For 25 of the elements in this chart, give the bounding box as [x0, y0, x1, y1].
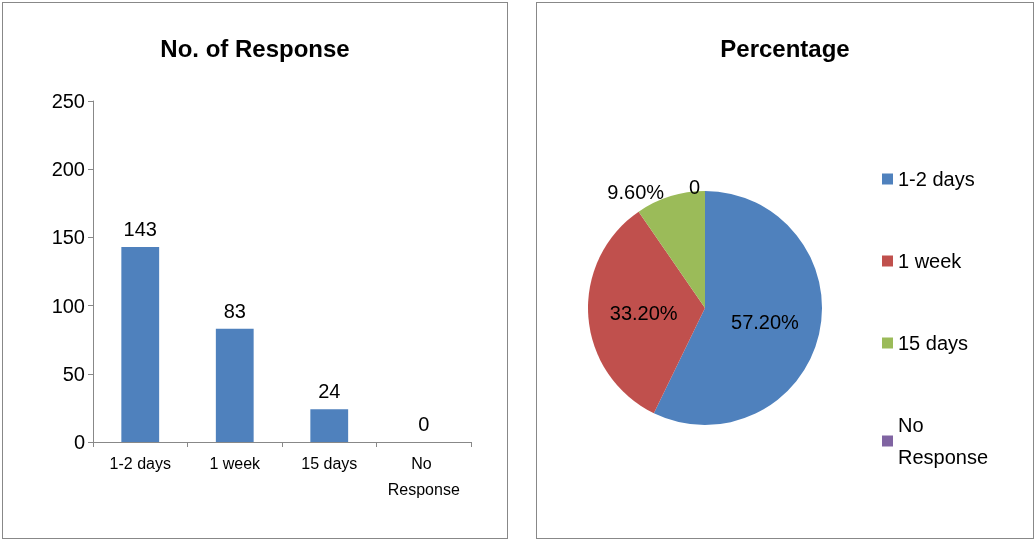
y-tick-label: 0	[73, 431, 85, 453]
x-tick-label: No Response	[387, 454, 460, 498]
chart-title: No. of Response	[160, 34, 350, 62]
y-tick-label: 250	[51, 90, 85, 112]
bar	[215, 328, 254, 442]
legend-label: 15 days	[898, 332, 969, 354]
y-tick-label: 50	[62, 362, 85, 385]
legend-label: 1 week	[898, 250, 963, 272]
data-label: 33.20%	[609, 301, 678, 324]
data-label: 57.20%	[731, 310, 800, 333]
x-tick-label: 1 week	[209, 454, 262, 472]
data-label: 24	[318, 380, 341, 403]
data-label: 143	[123, 217, 157, 240]
data-label: 0	[418, 413, 430, 435]
y-tick-label: 200	[51, 158, 85, 181]
bar	[121, 246, 160, 442]
data-label: 9.60%	[607, 181, 665, 204]
legend-label: 1-2 days	[898, 168, 975, 190]
y-tick-label: 100	[51, 294, 85, 317]
chart-title: Percentage	[720, 34, 850, 62]
bar	[310, 409, 349, 442]
y-tick-label: 150	[51, 226, 85, 249]
x-tick-label: 1-2 days	[109, 454, 171, 472]
data-label: 83	[223, 299, 246, 322]
x-tick-label: 15 days	[301, 454, 358, 472]
